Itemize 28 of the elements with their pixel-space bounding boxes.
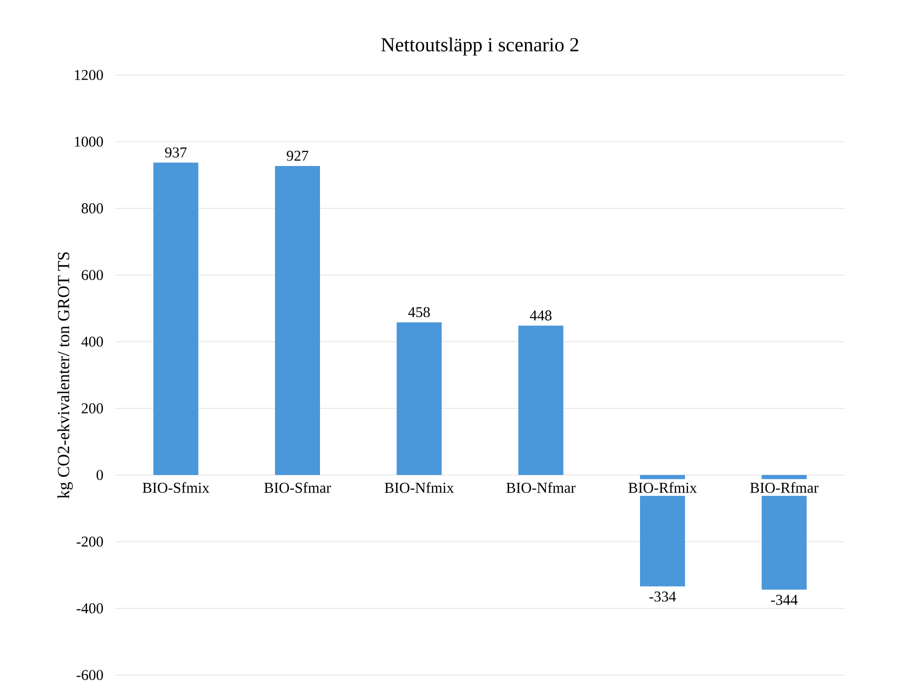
data-label: 937 — [165, 147, 187, 158]
y-tick-label: 400 — [81, 336, 103, 347]
data-label: 458 — [408, 307, 430, 318]
y-tick-label: 600 — [82, 270, 103, 280]
data-label: -334 — [649, 592, 676, 602]
bar — [153, 162, 198, 475]
x-tick-label: BIO-Rfmar — [750, 482, 818, 493]
y-axis-title: kg CO2-ekvivalenter/ ton GROT TS — [57, 252, 73, 498]
bar — [518, 326, 564, 475]
y-tick-label: 1000 — [74, 136, 103, 147]
x-tick-label: BIO-Nfmar — [506, 482, 576, 493]
y-tick-label: 800 — [82, 203, 103, 214]
y-tick-label: 1200 — [74, 70, 103, 80]
data-label: -344 — [771, 594, 798, 605]
bar — [396, 322, 442, 475]
y-tick-label: -600 — [76, 670, 103, 680]
y-tick-label: -400 — [76, 603, 103, 614]
data-label: 927 — [286, 150, 308, 161]
x-tick-label: BIO-Nfmix — [384, 482, 454, 493]
y-tick-label: 0 — [96, 470, 103, 480]
x-tick-label: BIO-Sfmar — [264, 482, 331, 493]
data-label: 448 — [530, 310, 552, 320]
y-tick-label: 200 — [82, 403, 103, 414]
chart-title: Nettoutsläpp i scenario 2 — [381, 37, 578, 56]
bar — [275, 166, 320, 475]
x-tick-label: BIO-Rfmix — [628, 482, 697, 493]
x-tick-label: BIO-Sfmix — [142, 482, 210, 493]
y-tick-label: -200 — [76, 536, 103, 547]
